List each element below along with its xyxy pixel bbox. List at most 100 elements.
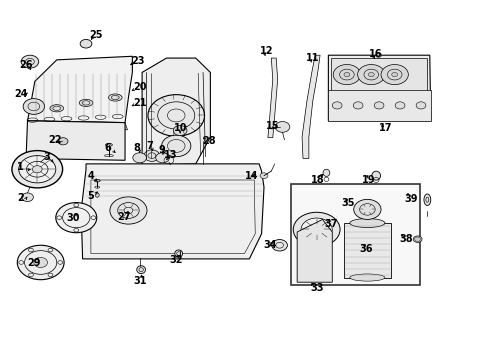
Text: 29: 29 bbox=[27, 258, 41, 268]
Circle shape bbox=[353, 199, 380, 220]
Ellipse shape bbox=[349, 274, 384, 281]
Circle shape bbox=[144, 150, 159, 161]
Text: 8: 8 bbox=[134, 143, 141, 153]
Circle shape bbox=[56, 203, 97, 233]
Text: 37: 37 bbox=[324, 219, 337, 229]
Circle shape bbox=[12, 150, 62, 188]
Text: 32: 32 bbox=[169, 255, 183, 265]
Polygon shape bbox=[328, 55, 430, 121]
Ellipse shape bbox=[349, 219, 384, 228]
Circle shape bbox=[110, 197, 147, 224]
Ellipse shape bbox=[174, 250, 182, 257]
Circle shape bbox=[293, 212, 339, 247]
Polygon shape bbox=[267, 58, 277, 138]
Text: 1: 1 bbox=[17, 162, 23, 172]
Text: 28: 28 bbox=[202, 136, 216, 145]
Ellipse shape bbox=[50, 105, 63, 112]
Circle shape bbox=[375, 53, 381, 57]
Text: 26: 26 bbox=[19, 60, 33, 70]
Circle shape bbox=[394, 102, 404, 109]
Text: 15: 15 bbox=[265, 121, 279, 131]
Circle shape bbox=[343, 72, 349, 77]
Circle shape bbox=[133, 153, 146, 163]
Text: 21: 21 bbox=[133, 98, 146, 108]
Circle shape bbox=[301, 218, 331, 241]
Ellipse shape bbox=[371, 171, 380, 180]
Ellipse shape bbox=[108, 94, 122, 101]
Text: 7: 7 bbox=[146, 141, 152, 151]
Text: 22: 22 bbox=[48, 135, 62, 145]
Circle shape bbox=[415, 102, 425, 109]
Text: 33: 33 bbox=[309, 283, 323, 293]
Circle shape bbox=[373, 102, 383, 109]
Circle shape bbox=[80, 40, 92, 48]
Circle shape bbox=[352, 102, 362, 109]
Text: 35: 35 bbox=[341, 198, 354, 208]
Circle shape bbox=[331, 102, 341, 109]
Circle shape bbox=[367, 72, 373, 77]
Polygon shape bbox=[142, 58, 210, 166]
Text: 38: 38 bbox=[399, 234, 412, 244]
Circle shape bbox=[21, 193, 33, 202]
Circle shape bbox=[173, 126, 186, 135]
Text: 19: 19 bbox=[361, 175, 375, 185]
Text: 34: 34 bbox=[263, 240, 276, 250]
Text: 39: 39 bbox=[404, 194, 417, 204]
Text: 2: 2 bbox=[17, 193, 23, 203]
Circle shape bbox=[156, 153, 169, 163]
Ellipse shape bbox=[79, 99, 93, 107]
Circle shape bbox=[17, 245, 64, 280]
Circle shape bbox=[380, 64, 407, 85]
Circle shape bbox=[19, 156, 56, 183]
Text: 25: 25 bbox=[89, 30, 102, 40]
Text: 5: 5 bbox=[87, 191, 94, 201]
Polygon shape bbox=[330, 58, 427, 91]
Circle shape bbox=[391, 72, 397, 77]
Ellipse shape bbox=[423, 194, 430, 206]
Polygon shape bbox=[297, 220, 331, 282]
Text: 16: 16 bbox=[368, 49, 382, 59]
Circle shape bbox=[309, 224, 324, 235]
Text: 36: 36 bbox=[359, 244, 372, 254]
Text: 20: 20 bbox=[133, 82, 146, 93]
Circle shape bbox=[23, 99, 44, 114]
Text: 3: 3 bbox=[43, 152, 50, 162]
Polygon shape bbox=[81, 164, 264, 259]
Circle shape bbox=[271, 239, 287, 251]
FancyBboxPatch shape bbox=[344, 223, 390, 278]
Text: 12: 12 bbox=[259, 46, 273, 56]
Text: 14: 14 bbox=[244, 171, 258, 181]
FancyBboxPatch shape bbox=[290, 184, 419, 285]
Circle shape bbox=[357, 64, 384, 85]
Text: 31: 31 bbox=[133, 276, 146, 286]
Circle shape bbox=[34, 257, 47, 267]
Text: 30: 30 bbox=[66, 213, 80, 223]
Ellipse shape bbox=[323, 169, 329, 176]
Text: 9: 9 bbox=[158, 144, 164, 154]
Ellipse shape bbox=[95, 193, 99, 197]
Polygon shape bbox=[328, 90, 430, 121]
Circle shape bbox=[332, 64, 360, 85]
Text: 23: 23 bbox=[131, 56, 144, 66]
Circle shape bbox=[58, 138, 68, 145]
Text: 10: 10 bbox=[174, 123, 187, 133]
Circle shape bbox=[148, 95, 204, 136]
Polygon shape bbox=[302, 55, 320, 158]
Polygon shape bbox=[26, 121, 125, 160]
Circle shape bbox=[414, 237, 420, 241]
Text: 17: 17 bbox=[378, 123, 392, 133]
Circle shape bbox=[260, 173, 267, 179]
Circle shape bbox=[275, 122, 289, 132]
Circle shape bbox=[161, 135, 190, 157]
Text: 6: 6 bbox=[104, 143, 111, 153]
Text: 24: 24 bbox=[14, 89, 28, 99]
Polygon shape bbox=[27, 121, 127, 130]
Circle shape bbox=[32, 166, 42, 173]
Text: 18: 18 bbox=[310, 175, 324, 185]
Text: 27: 27 bbox=[117, 212, 131, 221]
Text: 13: 13 bbox=[163, 150, 177, 160]
Text: 4: 4 bbox=[87, 171, 94, 181]
Text: 11: 11 bbox=[305, 53, 319, 63]
Polygon shape bbox=[27, 56, 132, 123]
Ellipse shape bbox=[412, 236, 421, 242]
